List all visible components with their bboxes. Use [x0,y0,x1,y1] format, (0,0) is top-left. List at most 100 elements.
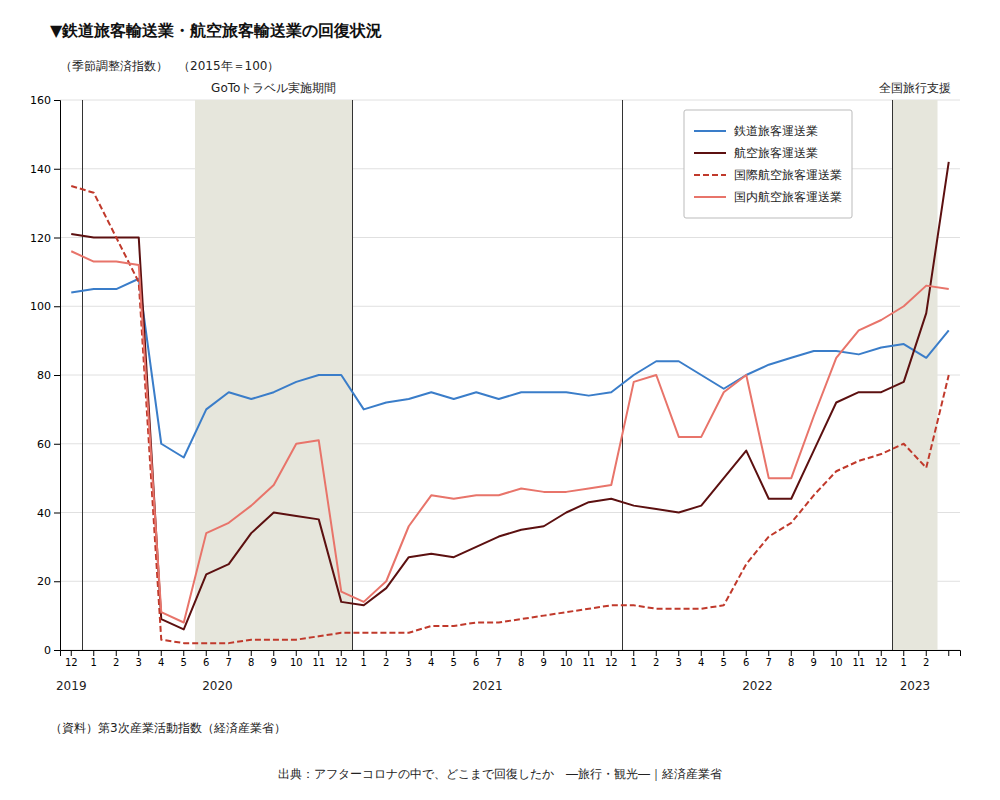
tick-mark [54,375,60,376]
y-axis: 020406080100120140160 [30,94,61,657]
tick-mark [633,650,634,656]
x-tick: 1 [901,650,907,668]
x-tick: 4 [428,650,434,668]
tick-label: 8 [248,657,254,668]
x-tick: 8 [518,650,524,668]
tick-label: 40 [37,507,51,520]
tick-label: 8 [518,657,524,668]
tick-label: 5 [181,657,187,668]
x-tick: 7 [766,650,772,668]
tick-mark [678,650,679,656]
tick-label: 1 [91,657,97,668]
tick-label: 1 [361,657,367,668]
x-tick: 6 [203,650,209,668]
x-tick: 9 [811,650,817,668]
chart-svg: 0204060801001201401601212345678910111212… [0,0,1000,800]
x-tick: 6 [743,650,749,668]
tick-mark [588,650,589,656]
tick-label: 9 [271,657,277,668]
tick-mark [836,650,837,656]
x-tick: 11 [582,650,595,668]
tick-label: 20 [37,575,51,588]
tick-label: 4 [698,657,704,668]
x-tick: 6 [473,650,479,668]
tick-label: 4 [428,657,434,668]
tick-mark [54,650,60,651]
tick-label: 6 [743,657,749,668]
tick-mark [611,650,612,656]
tick-mark [881,650,882,656]
x-tick: 11 [312,650,325,668]
tick-mark [206,650,207,656]
tick-mark [54,306,60,307]
tick-mark [71,650,72,656]
tick-mark [251,650,252,656]
tick-label: 0 [44,644,51,657]
tick-label: 11 [582,657,595,668]
tick-mark [161,650,162,656]
x-tick: 10 [830,650,843,668]
legend-item: 国内航空旅客運送業 [694,190,842,204]
tick-label: 10 [290,657,303,668]
legend-item: 国際航空旅客運送業 [694,168,842,182]
chart-root: 0204060801001201401601212345678910111212… [30,59,961,693]
tick-label: 12 [875,657,888,668]
tick-mark [341,650,342,656]
tick-label: 2 [383,657,389,668]
tick-mark [273,650,274,656]
tick-mark [318,650,319,656]
span-label: 全国旅行支援 [879,81,951,95]
tick-label: 60 [37,438,51,451]
x-tick: 8 [248,650,254,668]
tick-label: 9 [811,657,817,668]
tick-label: 140 [30,163,51,176]
tick-label: 3 [406,657,412,668]
tick-label: 10 [560,657,573,668]
y-axis-label: （季節調整済指数） [60,59,168,73]
x-tick: 9 [271,650,277,668]
span-label: GoToトラベル実施期間 [211,81,336,95]
tick-mark [386,650,387,656]
tick-mark [116,650,117,656]
x-tick: 9 [541,650,547,668]
tick-label: 2 [113,657,119,668]
tick-mark [566,650,567,656]
tick-label: 12 [65,657,78,668]
x-tick: 7 [226,650,232,668]
tick-mark [813,650,814,656]
x-tick [948,650,949,656]
axis-line [54,101,61,651]
tick-label: 12 [605,657,618,668]
y-tick: 40 [37,507,60,520]
x-tick: 8 [788,650,794,668]
tick-mark [903,650,904,656]
x-axis: 1212345678910111212345678910111212345678… [61,650,961,668]
shaded-span [893,100,938,650]
tick-mark [54,513,60,514]
tick-label: 4 [158,657,164,668]
tick-mark [926,650,927,656]
tick-label: 12 [335,657,348,668]
year-label: 2019 [56,679,87,693]
x-tick: 1 [361,650,367,668]
tick-label: 160 [30,94,51,107]
tick-mark [138,650,139,656]
year-separator [352,100,353,650]
year-separator [82,100,83,650]
tick-label: 7 [766,657,772,668]
tick-mark [54,100,60,101]
x-tick: 3 [406,650,412,668]
tick-mark [54,169,60,170]
tick-mark [521,650,522,656]
tick-label: 6 [203,657,209,668]
tick-mark [408,650,409,656]
legend-item: 鉄道旅客運送業 [694,124,818,138]
tick-mark [183,650,184,656]
axis-line [61,651,961,657]
tick-label: 9 [541,657,547,668]
tick-mark [228,650,229,656]
tick-label: 120 [30,232,51,245]
x-tick: 12 [65,650,78,668]
series-line [71,251,949,622]
tick-label: 100 [30,300,51,313]
